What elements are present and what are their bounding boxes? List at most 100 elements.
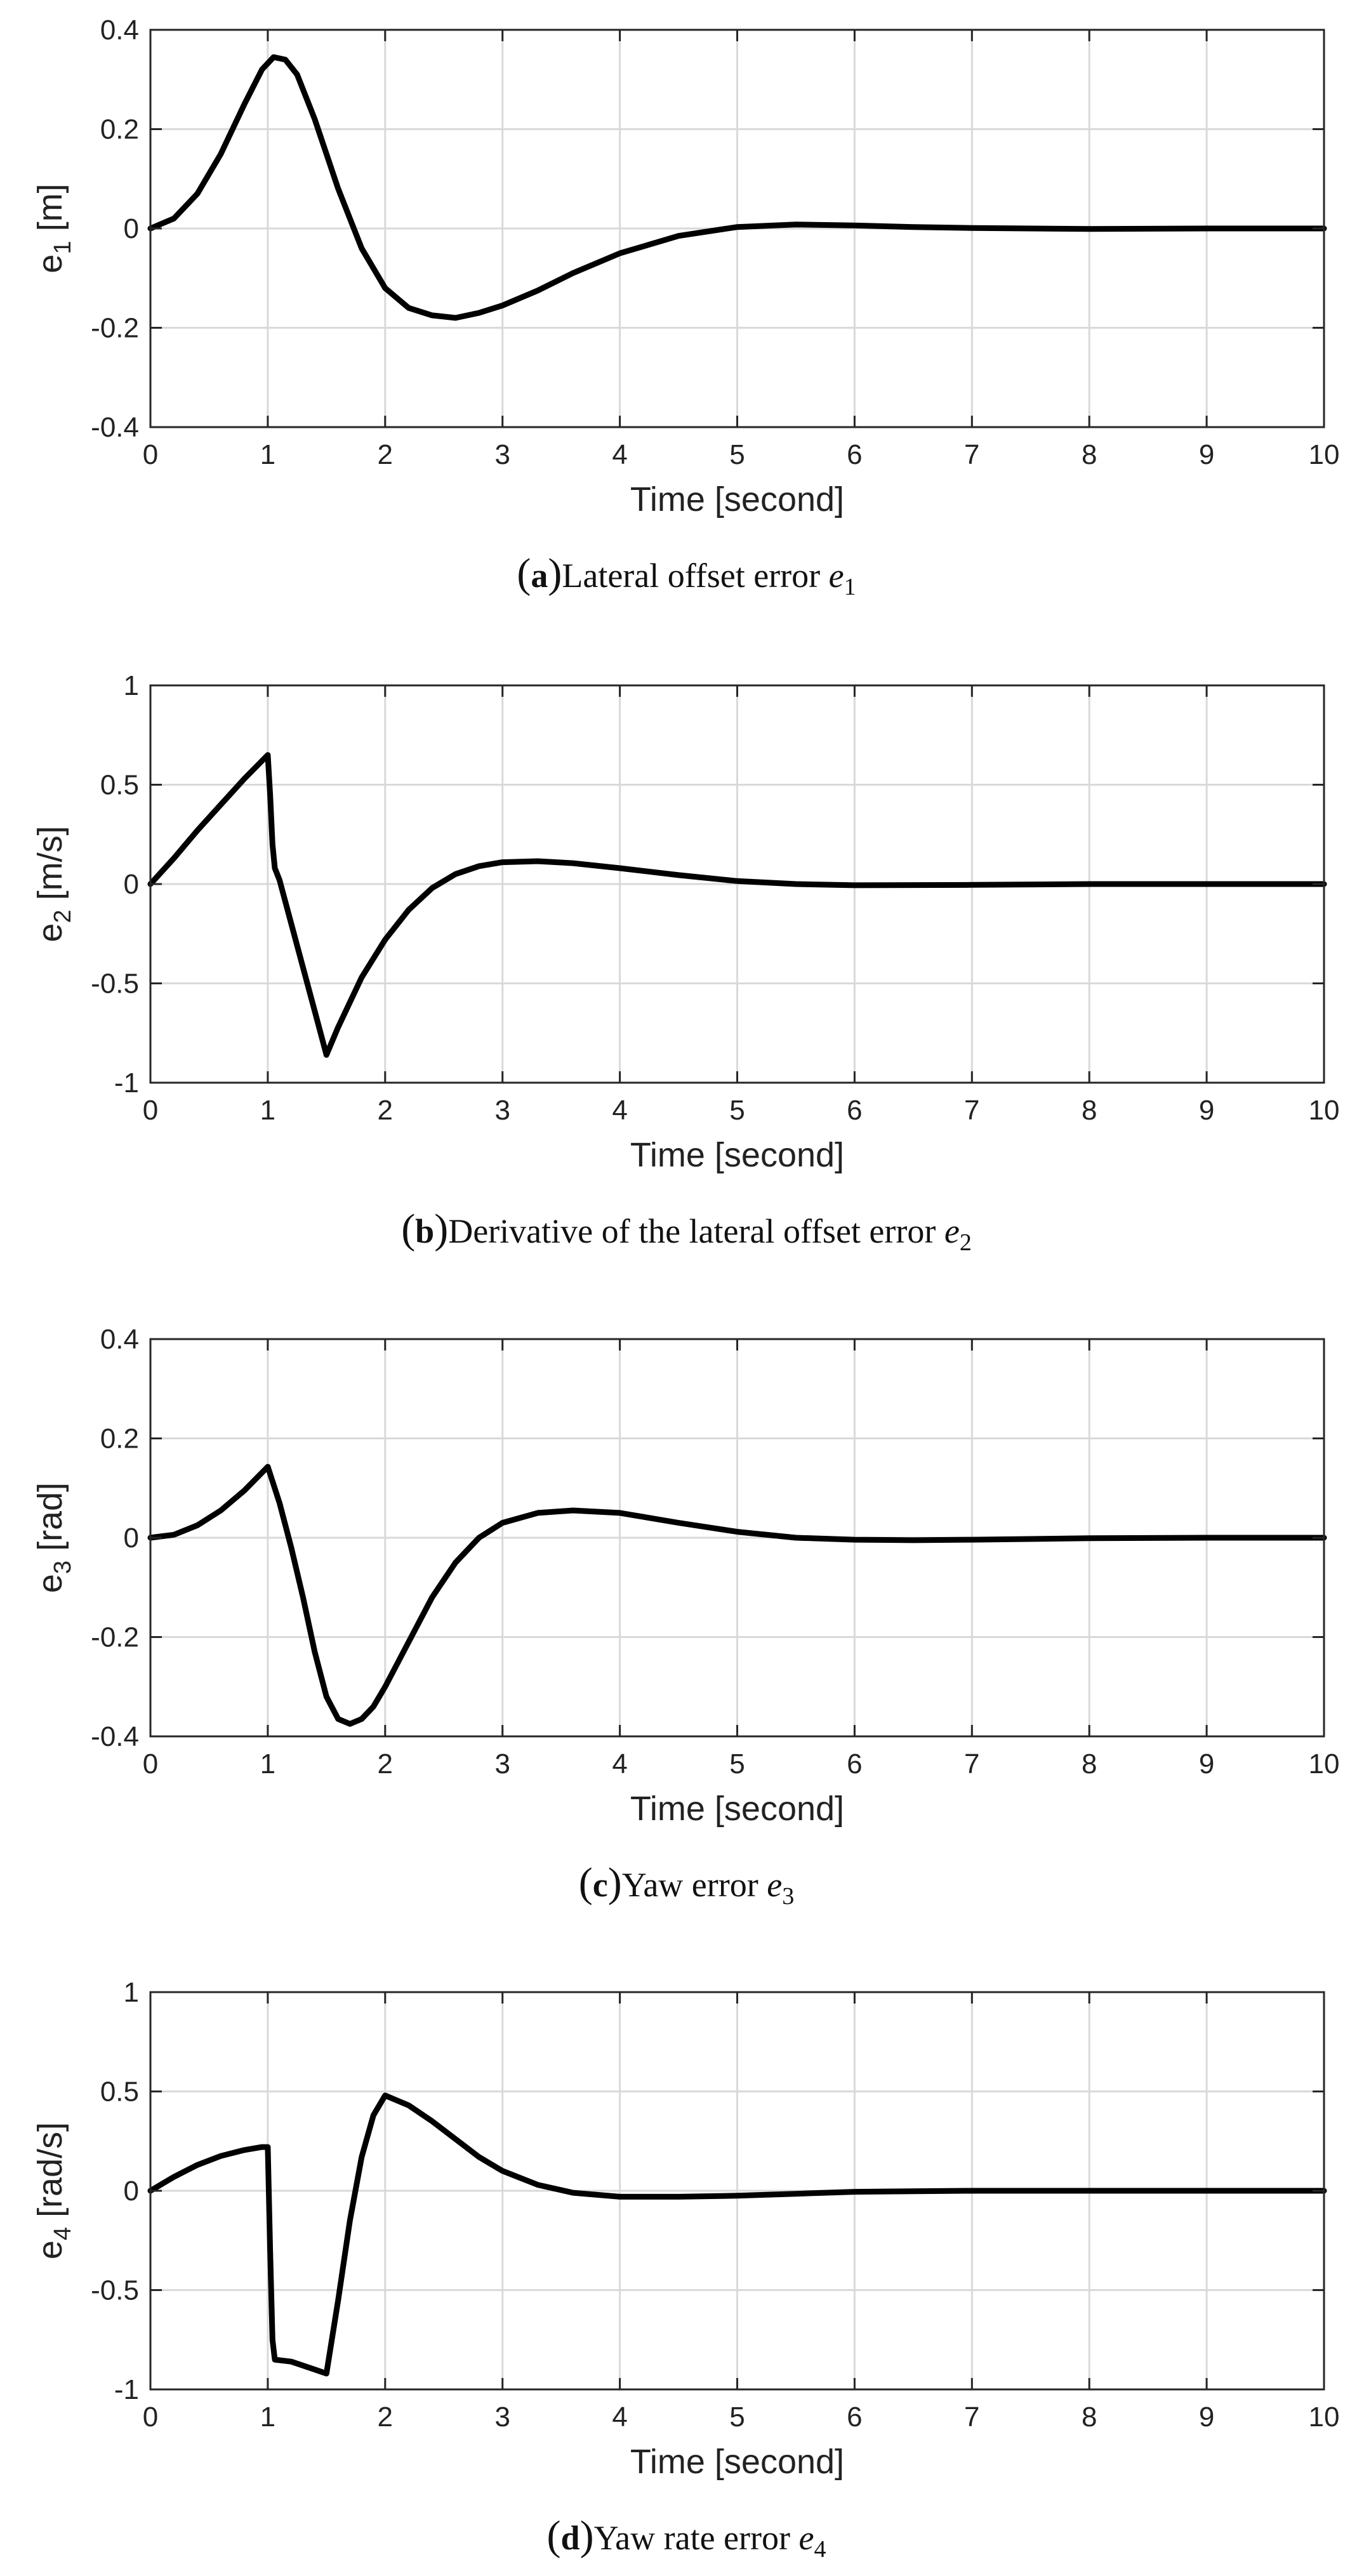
y-axis-label-c: e3 [rad] bbox=[31, 1483, 76, 1593]
y-axis-label-d: e4 [rad/s] bbox=[31, 2122, 76, 2259]
y-axis-label-unit: [rad/s] bbox=[31, 2122, 69, 2227]
caption-paren-close: ) bbox=[434, 1206, 448, 1252]
y-tick-label: 0.2 bbox=[100, 1423, 139, 1455]
y-tick-label: -1 bbox=[114, 1067, 139, 1099]
x-tick-label: 0 bbox=[143, 439, 158, 470]
caption-letter: a bbox=[531, 557, 548, 595]
y-tick-label: 0.5 bbox=[100, 2077, 139, 2108]
series-line-e4 bbox=[147, 2092, 1327, 2377]
x-tick-label: 3 bbox=[494, 1748, 510, 1780]
x-tick-label: 5 bbox=[729, 1748, 745, 1780]
caption-paren-open: ( bbox=[547, 2513, 561, 2559]
x-tick-label: 1 bbox=[260, 1748, 275, 1780]
y-tick-label: 0.4 bbox=[100, 15, 139, 46]
x-tick-label: 4 bbox=[612, 1095, 627, 1126]
x-axis-label-b: Time [second] bbox=[630, 1136, 844, 1174]
y-tick-label: 0 bbox=[124, 869, 139, 900]
x-tick-label: 5 bbox=[729, 2401, 745, 2433]
figure-caption-c: (c)Yaw error e3 bbox=[579, 1859, 794, 1910]
caption-math: e bbox=[944, 1212, 960, 1250]
caption-space bbox=[790, 2519, 799, 2557]
x-tick-label: 10 bbox=[1309, 2401, 1340, 2433]
y-tick-label: -1 bbox=[114, 2374, 139, 2405]
caption-paren-close: ) bbox=[548, 550, 562, 597]
caption-letter: c bbox=[593, 1866, 608, 1904]
x-tick-label: 9 bbox=[1199, 439, 1214, 470]
x-axis-label-a: Time [second] bbox=[630, 480, 844, 519]
x-tick-label: 7 bbox=[964, 1095, 979, 1126]
caption-paren-open: ( bbox=[579, 1859, 593, 1906]
caption-math: e bbox=[829, 557, 844, 595]
y-axis-label-unit: [m/s] bbox=[31, 826, 69, 909]
y-axis-label-a: e1 [m] bbox=[31, 183, 76, 273]
caption-subscript: 1 bbox=[844, 574, 856, 600]
x-tick-label: 6 bbox=[847, 439, 862, 470]
x-tick-label: 9 bbox=[1199, 2401, 1214, 2433]
x-tick-label: 1 bbox=[260, 439, 275, 470]
chart-panel-c: 0 1 2 3 4 5 6 7 8 9 10 -0.4 -0.2 0 0.2 0.4 Time [second]… bbox=[31, 1324, 1339, 1910]
y-tick-label: 0 bbox=[124, 1522, 139, 1554]
x-tick-label: 1 bbox=[260, 1095, 275, 1126]
y-tick-label: 0.2 bbox=[100, 114, 139, 145]
y-tick-label: 0 bbox=[124, 2176, 139, 2207]
x-tick-label: 10 bbox=[1309, 439, 1340, 470]
y-tick-label: 1 bbox=[124, 670, 139, 701]
figure-caption-b: (b)Derivative of the lateral offset erro… bbox=[401, 1206, 972, 1256]
caption-subscript: 2 bbox=[960, 1229, 972, 1256]
x-tick-label: 10 bbox=[1309, 1095, 1340, 1126]
caption-space bbox=[936, 1212, 944, 1250]
caption-paren-open: ( bbox=[517, 550, 531, 597]
y-tick-label: -0.4 bbox=[91, 1721, 139, 1752]
chart-panel-a: 0 1 2 3 4 5 6 7 8 9 10 -0.4 -0.2 0 0.2 0.4 Time [second]… bbox=[31, 15, 1339, 600]
x-tick-label: 0 bbox=[143, 2401, 158, 2433]
y-axis-label-base: e bbox=[31, 923, 69, 942]
x-tick-label: 7 bbox=[964, 439, 979, 470]
x-tick-label: 5 bbox=[729, 1095, 745, 1126]
x-tick-label: 8 bbox=[1082, 2401, 1097, 2433]
caption-text: Yaw error bbox=[622, 1866, 758, 1904]
x-tick-label: 5 bbox=[729, 439, 745, 470]
x-tick-label: 6 bbox=[847, 1095, 862, 1126]
caption-subscript: 4 bbox=[814, 2536, 826, 2563]
x-tick-label: 9 bbox=[1199, 1095, 1214, 1126]
series-line-e1 bbox=[147, 54, 1327, 321]
x-tick-label: 0 bbox=[143, 1748, 158, 1780]
x-tick-label: 3 bbox=[494, 439, 510, 470]
y-axis-label-unit: [rad] bbox=[31, 1483, 69, 1561]
caption-text: Yaw rate error bbox=[594, 2519, 790, 2557]
x-tick-label: 8 bbox=[1082, 439, 1097, 470]
caption-letter: b bbox=[415, 1212, 434, 1250]
caption-paren-open: ( bbox=[401, 1206, 415, 1252]
y-axis-label-subscript: 2 bbox=[50, 909, 76, 923]
caption-math: e bbox=[767, 1866, 782, 1904]
y-axis-label-base: e bbox=[31, 254, 69, 274]
x-tick-label: 4 bbox=[612, 2401, 627, 2433]
caption-math: e bbox=[798, 2519, 814, 2557]
x-tick-label: 6 bbox=[847, 1748, 862, 1780]
y-tick-label: -0.5 bbox=[91, 968, 139, 1000]
y-tick-label: 0.4 bbox=[100, 1324, 139, 1355]
x-tick-label: 2 bbox=[378, 2401, 393, 2433]
x-axis-label-c: Time [second] bbox=[630, 1790, 844, 1828]
figure-caption-d: (d)Yaw rate error e4 bbox=[547, 2513, 826, 2563]
caption-subscript: 3 bbox=[782, 1883, 794, 1910]
x-tick-label: 2 bbox=[378, 439, 393, 470]
caption-letter: d bbox=[561, 2519, 580, 2557]
series-line-e2 bbox=[147, 752, 1327, 1058]
caption-space bbox=[758, 1866, 767, 1904]
x-tick-label: 0 bbox=[143, 1095, 158, 1126]
x-tick-label: 8 bbox=[1082, 1095, 1097, 1126]
x-tick-label: 6 bbox=[847, 2401, 862, 2433]
caption-paren-close: ) bbox=[608, 1859, 622, 1906]
y-tick-label: 0.5 bbox=[100, 770, 139, 801]
x-tick-label: 2 bbox=[378, 1748, 393, 1780]
y-tick-label: -0.2 bbox=[91, 313, 139, 344]
y-axis-label-subscript: 3 bbox=[50, 1561, 76, 1574]
x-tick-label: 1 bbox=[260, 2401, 275, 2433]
x-tick-label: 7 bbox=[964, 2401, 979, 2433]
caption-paren-close: ) bbox=[580, 2513, 594, 2559]
x-tick-label: 9 bbox=[1199, 1748, 1214, 1780]
